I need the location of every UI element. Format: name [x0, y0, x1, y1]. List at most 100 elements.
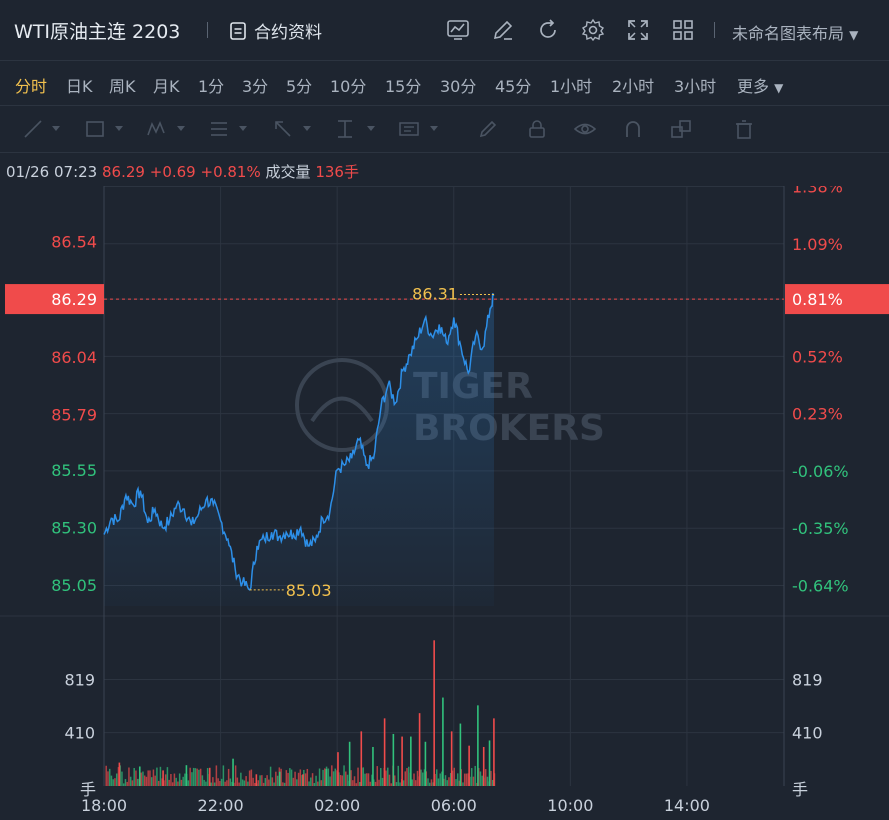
volume-bar [198, 769, 200, 786]
volume-bar [338, 772, 340, 786]
period-tab[interactable]: 周K [109, 77, 136, 96]
volume-bar [222, 765, 225, 786]
header-divider [714, 22, 715, 38]
caret-down-icon: ▼ [849, 28, 859, 42]
volume-bar [122, 783, 125, 786]
measure-icon[interactable] [334, 118, 356, 140]
volume-bar [324, 768, 326, 786]
volume-bar [444, 775, 447, 786]
volume-bar [432, 782, 434, 786]
period-tab[interactable]: 15分 [385, 77, 422, 96]
period-tab[interactable]: 1小时 [550, 77, 593, 96]
volume-tick-label: 819 [64, 670, 95, 689]
volume-bar [392, 733, 395, 786]
volume-bar [177, 781, 179, 786]
volume-bar [117, 767, 120, 786]
volume-bar [369, 781, 372, 786]
volume-bar [385, 770, 387, 786]
brush-icon[interactable] [477, 118, 499, 140]
gear-icon[interactable] [581, 18, 605, 42]
period-tab[interactable]: 10分 [330, 77, 367, 96]
volume-bar [192, 767, 195, 786]
volume-bar [164, 774, 167, 786]
period-tab[interactable]: 45分 [495, 77, 532, 96]
reset-icon[interactable] [536, 18, 560, 42]
rectangle-icon[interactable] [84, 118, 106, 140]
volume-bar [453, 767, 455, 786]
volume-bar [152, 769, 155, 786]
volume-bar [329, 776, 331, 786]
price-tick-label: 86.04 [51, 348, 97, 367]
volume-bar [424, 741, 427, 786]
period-tab[interactable]: 1分 [198, 77, 225, 96]
contract-info-button[interactable]: 合约资料 [228, 18, 322, 43]
arrow-icon[interactable] [272, 118, 294, 140]
volume-bar [215, 765, 218, 786]
volume-bar [247, 781, 249, 786]
price-tick-label: 86.54 [51, 232, 97, 251]
volume-bar [418, 713, 421, 786]
volume-bar [428, 782, 431, 786]
volume-bar [399, 782, 401, 786]
pattern-icon[interactable] [146, 118, 168, 140]
time-axis: 18:00 22:00 02:00 06:00 10:00 14:00 [81, 796, 710, 815]
quote-change: +0.69 [149, 163, 196, 181]
more-periods[interactable]: 更多 ▼ [737, 73, 783, 97]
volume-bar [142, 771, 144, 786]
percent-tick-label: 0.52% [792, 347, 843, 366]
period-tab[interactable]: 30分 [440, 77, 477, 96]
period-tab[interactable]: 月K [153, 77, 180, 96]
volume-bar [472, 776, 475, 786]
edit-icon[interactable] [491, 18, 515, 42]
magnet-icon[interactable] [622, 118, 644, 140]
volume-bar [287, 772, 289, 786]
fibonacci-icon[interactable] [208, 118, 230, 140]
price-chart[interactable]: TIGER BROKERS 86.5486.0485.7985.5585.308… [0, 186, 889, 820]
volume-bar [395, 782, 398, 786]
volume-bar [420, 769, 422, 786]
volume-bar [199, 768, 202, 786]
volume-tick-label: 410 [64, 724, 95, 743]
trend-line-icon[interactable] [22, 118, 44, 140]
time-tick-label: 10:00 [547, 796, 593, 815]
layers-icon[interactable] [670, 118, 692, 140]
instrument-title[interactable]: WTI原油主连 2203 [14, 21, 181, 43]
volume-bar [217, 778, 219, 786]
volume-bar [269, 766, 272, 786]
indicator-icon[interactable] [446, 18, 470, 42]
volume-bar [374, 781, 377, 786]
volume-bar [236, 777, 239, 786]
tiger-logo-icon [295, 358, 389, 452]
volume-bar [317, 781, 319, 786]
volume-bar [462, 782, 464, 786]
text-tool-icon[interactable] [398, 118, 420, 140]
grid-layout-icon[interactable] [671, 18, 695, 42]
period-tab[interactable]: 2小时 [612, 77, 655, 96]
fullscreen-icon[interactable] [626, 18, 650, 42]
period-tab[interactable]: 5分 [286, 77, 313, 96]
period-tab[interactable]: 3分 [242, 77, 269, 96]
more-label: 更多 [737, 77, 770, 96]
volume-bar [353, 776, 356, 786]
volume-bar [187, 780, 190, 786]
lock-icon[interactable] [526, 118, 548, 140]
period-tab[interactable]: 3小时 [674, 77, 717, 96]
volume-bar [271, 777, 274, 786]
volume-bar [303, 769, 305, 786]
volume-bar [182, 776, 184, 786]
volume-bar [248, 770, 251, 786]
period-tab[interactable]: 分时 [15, 77, 48, 96]
volume-bar [360, 731, 363, 786]
tiger-logo-stripe [310, 396, 374, 423]
volume-bar [178, 773, 181, 786]
volume-bar [341, 775, 344, 786]
eye-icon[interactable] [574, 118, 596, 140]
trash-icon[interactable] [733, 118, 755, 140]
period-tab[interactable]: 日K [66, 77, 93, 96]
volume-bar [430, 779, 433, 786]
volume-bar [126, 781, 128, 786]
current-percent-badge [785, 284, 889, 315]
volume-bar [210, 782, 212, 786]
layout-selector[interactable]: 未命名图表布局 ▼ [732, 20, 858, 44]
volume-bar [234, 765, 237, 786]
